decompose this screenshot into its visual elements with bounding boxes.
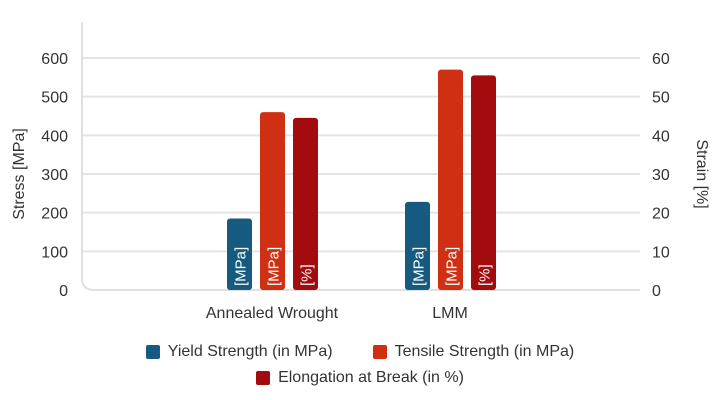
bar xyxy=(293,117,318,290)
bar-unit-label: [MPa] xyxy=(266,247,283,286)
legend-item-elongation: Elongation at Break (in %) xyxy=(256,369,464,387)
y2-tick-label: 10 xyxy=(652,244,670,261)
legend-row-1: Yield Strength (in MPa) Tensile Strength… xyxy=(0,343,720,361)
y2-tick-label: 60 xyxy=(652,51,670,68)
y-tick-label: 600 xyxy=(41,51,68,68)
legend-swatch xyxy=(372,345,387,359)
x-tick-label: LMM xyxy=(432,305,468,322)
bar xyxy=(471,75,496,291)
bar-unit-label: [%] xyxy=(477,264,494,286)
y-tick-label: 300 xyxy=(41,167,68,184)
chart: 0 100 200 300 400 500 600 0 10 20 30 40 50 60 Stress [… xyxy=(11,22,710,322)
bar xyxy=(260,112,285,290)
bar-unit-label: [MPa] xyxy=(233,247,250,286)
bar xyxy=(405,201,430,290)
x-tick-label: Annealed Wrought xyxy=(206,305,339,322)
y2-tick-label: 50 xyxy=(652,90,670,107)
y-tick-label: 100 xyxy=(41,244,68,261)
y2-tick-label: 40 xyxy=(652,128,670,145)
bar xyxy=(438,69,463,290)
legend-swatch xyxy=(145,345,160,359)
y2-tick-label: 30 xyxy=(652,167,670,184)
y-axis-label: Stress [MPa] xyxy=(11,128,28,220)
y2-tick-label: 0 xyxy=(652,283,661,300)
y-tick-label: 500 xyxy=(41,90,68,107)
y-tick-label: 0 xyxy=(59,283,68,300)
y-tick-label: 400 xyxy=(41,128,68,145)
legend-item-tensile: Tensile Strength (in MPa) xyxy=(372,343,575,361)
y2-axis-label: Strain [%] xyxy=(693,139,710,208)
legend-label: Tensile Strength (in MPa) xyxy=(394,343,575,360)
legend-swatch xyxy=(256,371,271,385)
y-tick-label: 200 xyxy=(41,206,68,223)
bar-unit-label: [MPa] xyxy=(411,247,428,286)
y2-tick-label: 20 xyxy=(652,206,670,223)
legend-row-2: Elongation at Break (in %) xyxy=(0,369,720,387)
bar-unit-label: [MPa] xyxy=(444,247,461,286)
legend-item-yield: Yield Strength (in MPa) xyxy=(145,343,333,361)
bar xyxy=(227,218,252,290)
plot-frame xyxy=(81,22,640,291)
bar-unit-label: [%] xyxy=(299,264,316,286)
legend-label: Elongation at Break (in %) xyxy=(278,369,464,386)
legend-label: Yield Strength (in MPa) xyxy=(167,343,333,360)
